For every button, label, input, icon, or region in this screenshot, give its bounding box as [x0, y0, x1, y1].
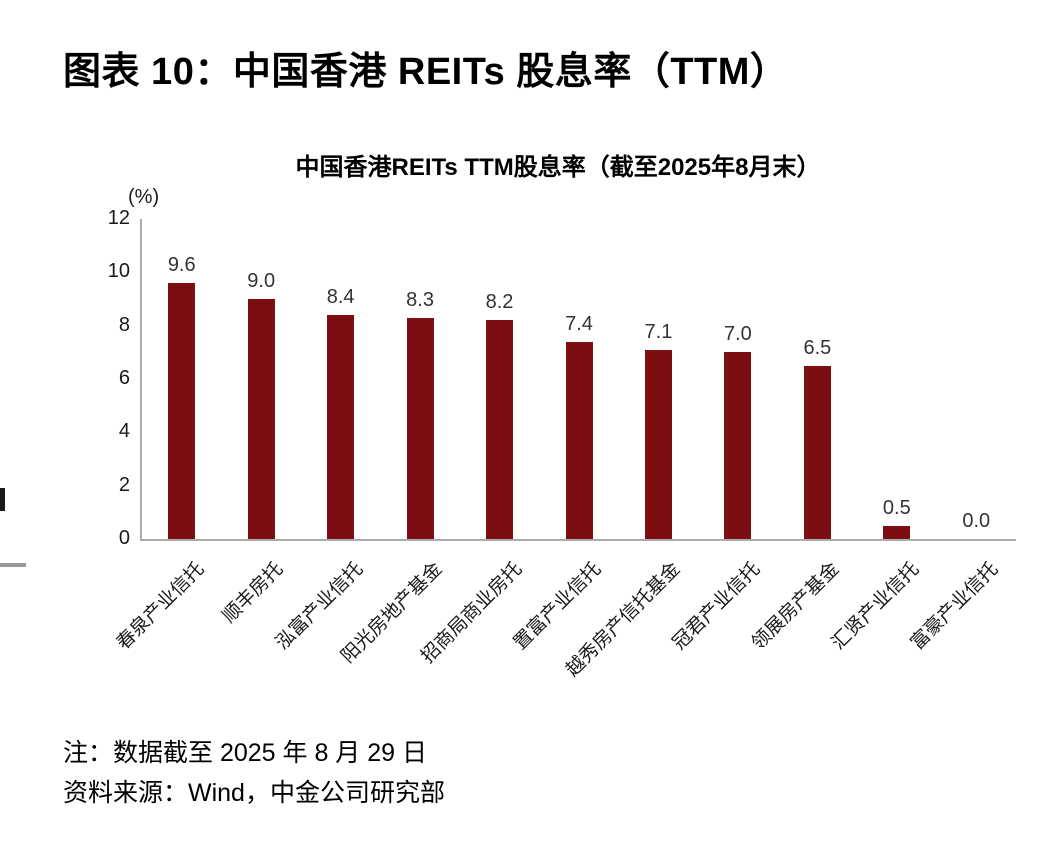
chart-container: 中国香港REITs TTM股息率（截至2025年8月末） (%) 0 2 4 6 8 10…	[100, 147, 1016, 717]
bar	[486, 320, 514, 539]
bar	[724, 352, 752, 539]
x-category-label: 春泉产业信托	[112, 558, 209, 655]
bar-value-label: 7.0	[724, 323, 752, 346]
y-axis-unit-label: (%)	[128, 186, 160, 208]
y-tick-label: 10	[107, 260, 130, 283]
y-tick-label: 2	[118, 473, 130, 496]
x-category-label: 顺丰房托	[218, 558, 288, 628]
bar	[644, 349, 672, 539]
bar-value-label: 0.5	[882, 496, 911, 519]
chart-footnotes: 注：数据截至 2025 年 8 月 29 日 资料来源：Wind，中金公司研究部	[63, 733, 1055, 813]
bar	[883, 525, 911, 539]
note-data-source: 资料来源：Wind，中金公司研究部	[63, 779, 445, 807]
plot-row: 0 2 4 6 8 10 12 9.6 9.0 8.4 8.3 8.2 7.4 7.1 7.0 6.5 0.5…	[100, 207, 1016, 549]
bar-value-label: 9.6	[167, 254, 196, 276]
bar	[247, 299, 275, 539]
bar	[406, 317, 434, 539]
chart-title: 中国香港REITs TTM股息率（截至2025年8月末）	[295, 154, 821, 181]
bar-value-label: 8.4	[326, 286, 355, 308]
bar-value-label: 9.0	[247, 270, 276, 292]
y-tick-label: 0	[118, 527, 130, 549]
bar	[565, 341, 593, 539]
y-tick-label: 4	[118, 420, 130, 443]
bar-value-label: 0.0	[962, 510, 991, 532]
bar	[327, 315, 355, 539]
y-axis: 0 2 4 6 8 10 12	[100, 207, 140, 549]
y-tick-label: 8	[118, 313, 130, 336]
plot-area: 9.6 9.0 8.4 8.3 8.2 7.4 7.1 7.0 6.5 0.5 0.0	[140, 219, 1016, 541]
figure-title: 图表 10：中国香港 REITs 股息率（TTM）	[63, 51, 789, 93]
page-edge-line-artifact	[0, 563, 26, 567]
bar-value-label: 8.2	[485, 291, 514, 314]
y-tick-label: 6	[118, 367, 130, 389]
note-data-cutoff: 注：数据截至 2025 年 8 月 29 日	[63, 739, 428, 767]
page-edge-text-artifact	[0, 488, 5, 511]
x-axis-category-labels: 春泉产业信托 顺丰房托 泓富产业信托 阳光房地产基金 招商局商业房托 置富产业信托 越秀房产…	[113, 541, 1016, 717]
bar	[803, 365, 831, 539]
bar	[168, 283, 196, 539]
bar-value-label: 7.1	[644, 320, 673, 343]
bar-value-label: 7.4	[565, 312, 593, 335]
bar-value-label: 8.3	[406, 288, 434, 311]
y-tick-label: 12	[107, 207, 130, 229]
bar-value-label: 6.5	[803, 336, 832, 359]
